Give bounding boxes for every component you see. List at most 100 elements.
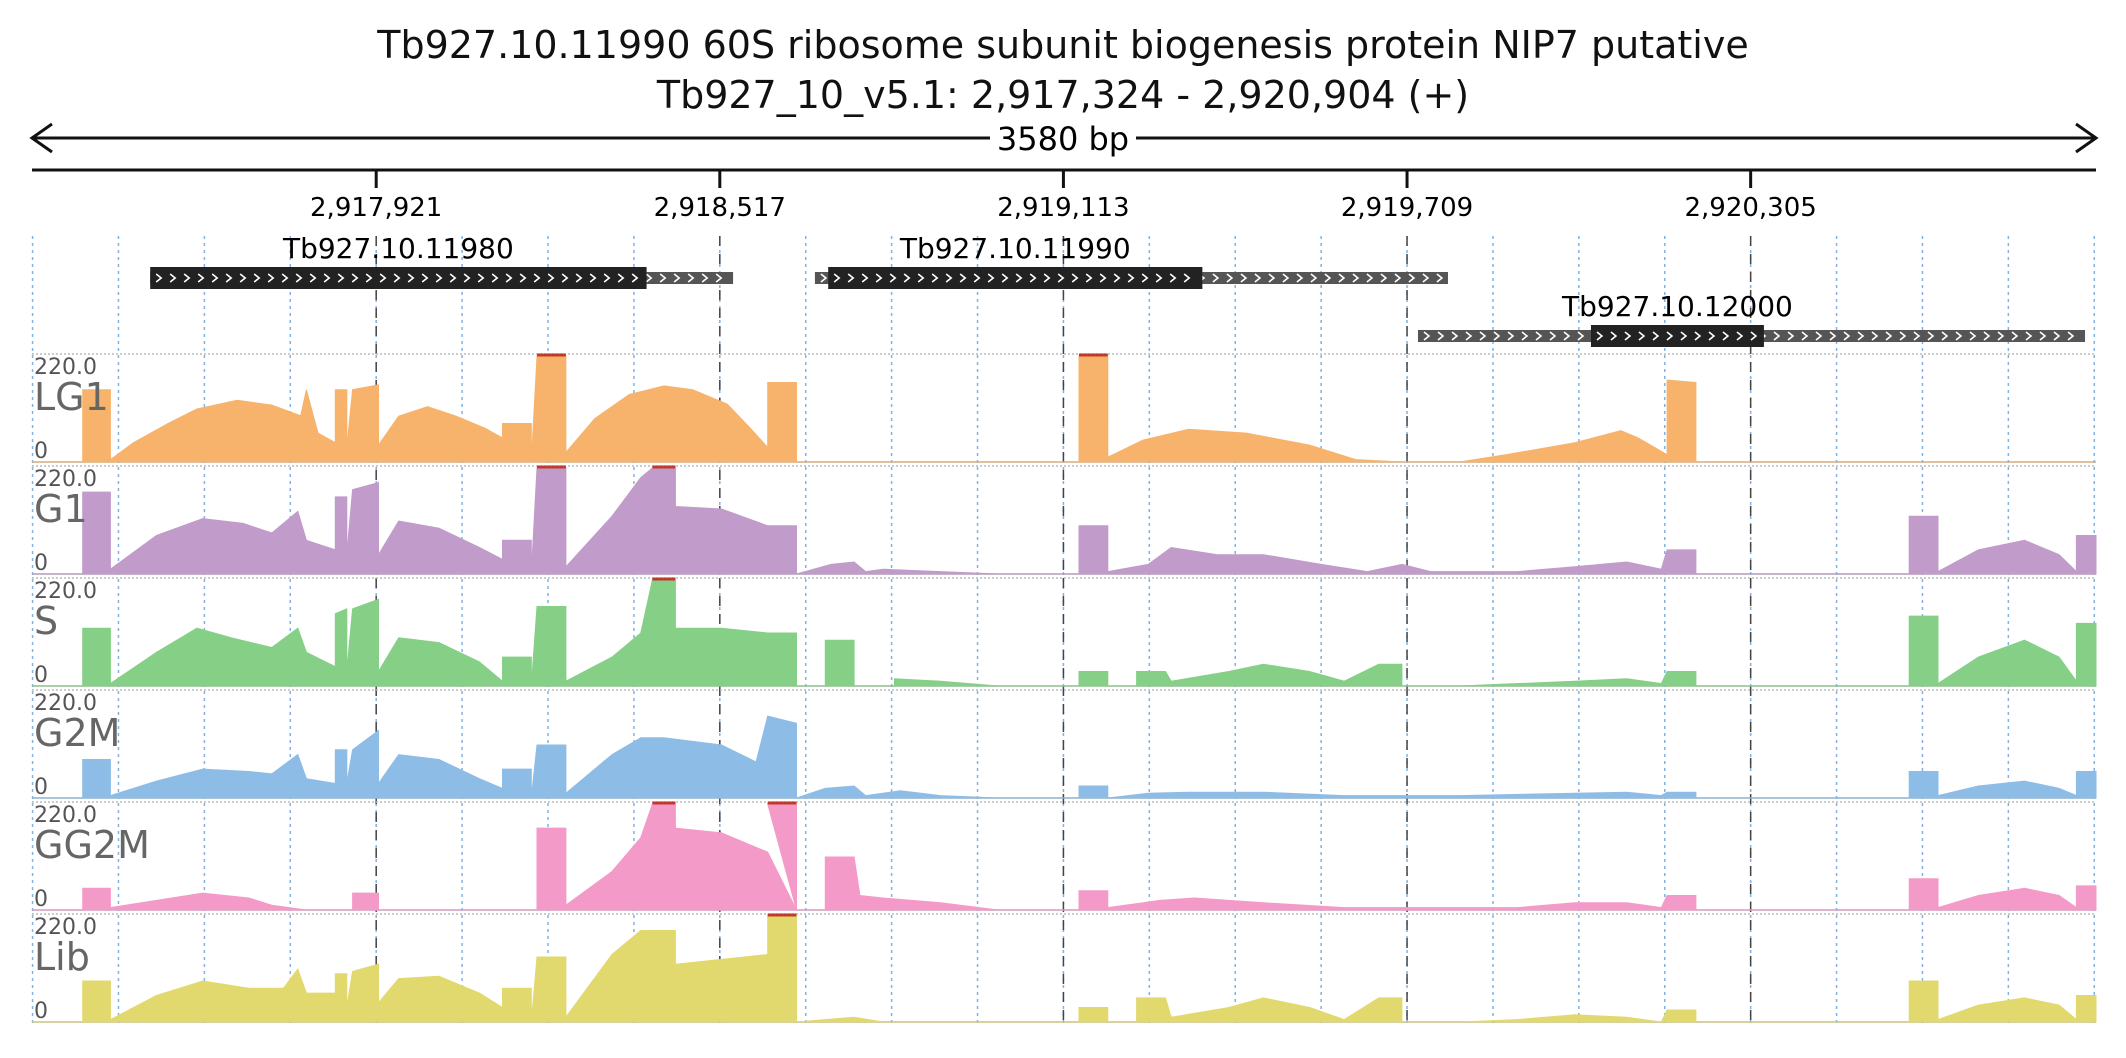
strand-arrow (1801, 331, 1809, 341)
strand-arrow (1183, 273, 1191, 283)
strand-arrow (365, 273, 373, 283)
strand-arrow (1254, 273, 1262, 283)
gene-track: Tb927.10.11980 Tb927.10.11990 Tb927.10.120… (150, 232, 2086, 347)
strand-arrow (1451, 331, 1459, 341)
strand-arrow (1899, 331, 1907, 341)
strand-arrow (1240, 273, 1248, 283)
strand-arrow (875, 273, 883, 283)
strand-arrow (505, 273, 513, 283)
track-lib: 220.0 0 Lib (32, 913, 2097, 1024)
track-ymin-label: 0 (34, 551, 48, 576)
strand-arrow (847, 273, 855, 283)
strand-arrow (1226, 273, 1234, 283)
strand-arrow (1057, 273, 1065, 283)
coverage-area (32, 467, 2097, 575)
strand-arrow (295, 273, 303, 283)
ruler-tick-label: 2,919,709 (1341, 193, 1473, 223)
track-ymax-label: 220.0 (34, 803, 97, 828)
strand-arrow (1638, 331, 1646, 341)
strand-arrow (1941, 331, 1949, 341)
strand-arrow (197, 273, 205, 283)
strand-arrow (1857, 331, 1865, 341)
strand-arrow (631, 273, 639, 283)
strand-arrow (393, 273, 401, 283)
strand-arrow (1352, 273, 1360, 283)
strand-arrow (1212, 273, 1220, 283)
strand-arrow (1624, 331, 1632, 341)
strand-arrow (959, 273, 967, 283)
track-ymin-label: 0 (34, 439, 48, 464)
strand-arrow (1652, 331, 1660, 341)
strand-arrow (1085, 273, 1093, 283)
strand-arrow (1324, 273, 1332, 283)
strand-arrow (659, 273, 667, 283)
strand-arrow (917, 273, 925, 283)
strand-arrow (155, 273, 163, 283)
coverage-area (32, 915, 2097, 1023)
strand-arrow (1423, 331, 1431, 341)
track-ymax-label: 220.0 (34, 467, 97, 492)
strand-arrow (1969, 331, 1977, 341)
track-ymin-label: 0 (34, 887, 48, 912)
strand-arrow (449, 273, 457, 283)
ruler-tick-label: 2,920,305 (1684, 193, 1816, 223)
strand-arrow (2067, 331, 2075, 341)
strand-arrow (1913, 331, 1921, 341)
track-s: 220.0 0 S (32, 577, 2097, 688)
strand-arrow (1043, 273, 1051, 283)
track-ymax-label: 220.0 (34, 915, 97, 940)
strand-arrow (1549, 331, 1557, 341)
strand-arrow (253, 273, 261, 283)
strand-arrow (1885, 331, 1893, 341)
strand-arrow (1296, 273, 1304, 283)
strand-arrow (169, 273, 177, 283)
track-name: LG1 (34, 375, 109, 419)
strand-arrow (435, 273, 443, 283)
strand-arrow (1955, 331, 1963, 341)
strand-arrow (1666, 331, 1674, 341)
strand-arrow (519, 273, 527, 283)
strand-arrow (673, 273, 681, 283)
strand-arrow (1694, 331, 1702, 341)
strand-arrow (1071, 273, 1079, 283)
strand-arrow (589, 273, 597, 283)
ruler-ticks: 2,917,921 2,918,517 2,919,113 2,919,709 2,92… (310, 170, 1817, 223)
strand-arrow (1983, 331, 1991, 341)
gene-model[interactable]: Tb927.10.12000 (1417, 290, 2086, 347)
strand-arrow (491, 273, 499, 283)
strand-arrow (1927, 331, 1935, 341)
coverage-area (32, 715, 2097, 799)
strand-arrow (561, 273, 569, 283)
strand-arrow (477, 273, 485, 283)
gene-label: Tb927.10.12000 (1561, 290, 1793, 323)
gene-model[interactable]: Tb927.10.11980 (150, 232, 734, 289)
strand-arrow (1394, 273, 1402, 283)
strand-arrow (1422, 273, 1430, 283)
strand-arrow (987, 273, 995, 283)
strand-arrow (1815, 331, 1823, 341)
strand-arrow (239, 273, 247, 283)
strand-arrow (421, 273, 429, 283)
strand-arrow (1310, 273, 1318, 283)
strand-arrow (379, 273, 387, 283)
strand-arrow (1843, 331, 1851, 341)
chart-title: Tb927.10.11990 60S ribosome subunit biog… (377, 23, 1749, 67)
coverage-tracks: 220.00LG1220.00G1220.00S220.00G2M220.00G… (32, 353, 2097, 1024)
strand-arrow (603, 273, 611, 283)
track-ymax-label: 220.0 (34, 691, 97, 716)
gene-model[interactable]: Tb927.10.11990 (814, 232, 1448, 289)
strand-arrow (645, 273, 653, 283)
strand-arrow (1610, 331, 1618, 341)
span-label: 3580 bp (997, 120, 1129, 158)
strand-arrow (1493, 331, 1501, 341)
strand-arrow (1408, 273, 1416, 283)
track-ymin-label: 0 (34, 775, 48, 800)
strand-arrow (1099, 273, 1107, 283)
strand-arrow (281, 273, 289, 283)
strand-arrow (945, 273, 953, 283)
strand-arrow (617, 273, 625, 283)
strand-arrow (211, 273, 219, 283)
strand-arrow (1596, 331, 1604, 341)
strand-arrow (267, 273, 275, 283)
ruler-tick-label: 2,918,517 (654, 193, 786, 223)
